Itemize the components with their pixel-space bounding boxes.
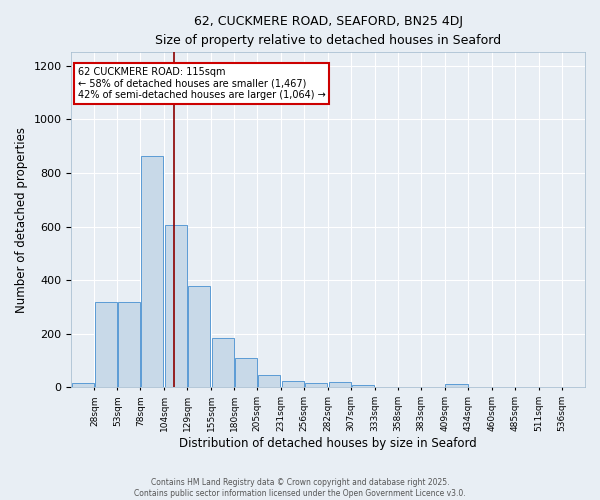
Bar: [165, 225, 187, 388]
Y-axis label: Number of detached properties: Number of detached properties: [15, 127, 28, 313]
Bar: [95, 302, 117, 388]
Bar: [72, 384, 94, 388]
Text: 62 CUCKMERE ROAD: 115sqm
← 58% of detached houses are smaller (1,467)
42% of sem: 62 CUCKMERE ROAD: 115sqm ← 58% of detach…: [78, 67, 326, 100]
Bar: [235, 358, 257, 388]
Bar: [445, 384, 468, 388]
Bar: [329, 382, 351, 388]
Bar: [188, 286, 210, 388]
Text: Contains HM Land Registry data © Crown copyright and database right 2025.
Contai: Contains HM Land Registry data © Crown c…: [134, 478, 466, 498]
X-axis label: Distribution of detached houses by size in Seaford: Distribution of detached houses by size …: [179, 437, 477, 450]
Bar: [257, 376, 280, 388]
Bar: [352, 384, 374, 388]
Bar: [305, 384, 327, 388]
Bar: [281, 380, 304, 388]
Bar: [212, 338, 234, 388]
Title: 62, CUCKMERE ROAD, SEAFORD, BN25 4DJ
Size of property relative to detached house: 62, CUCKMERE ROAD, SEAFORD, BN25 4DJ Siz…: [155, 15, 501, 47]
Bar: [141, 156, 163, 388]
Bar: [118, 302, 140, 388]
